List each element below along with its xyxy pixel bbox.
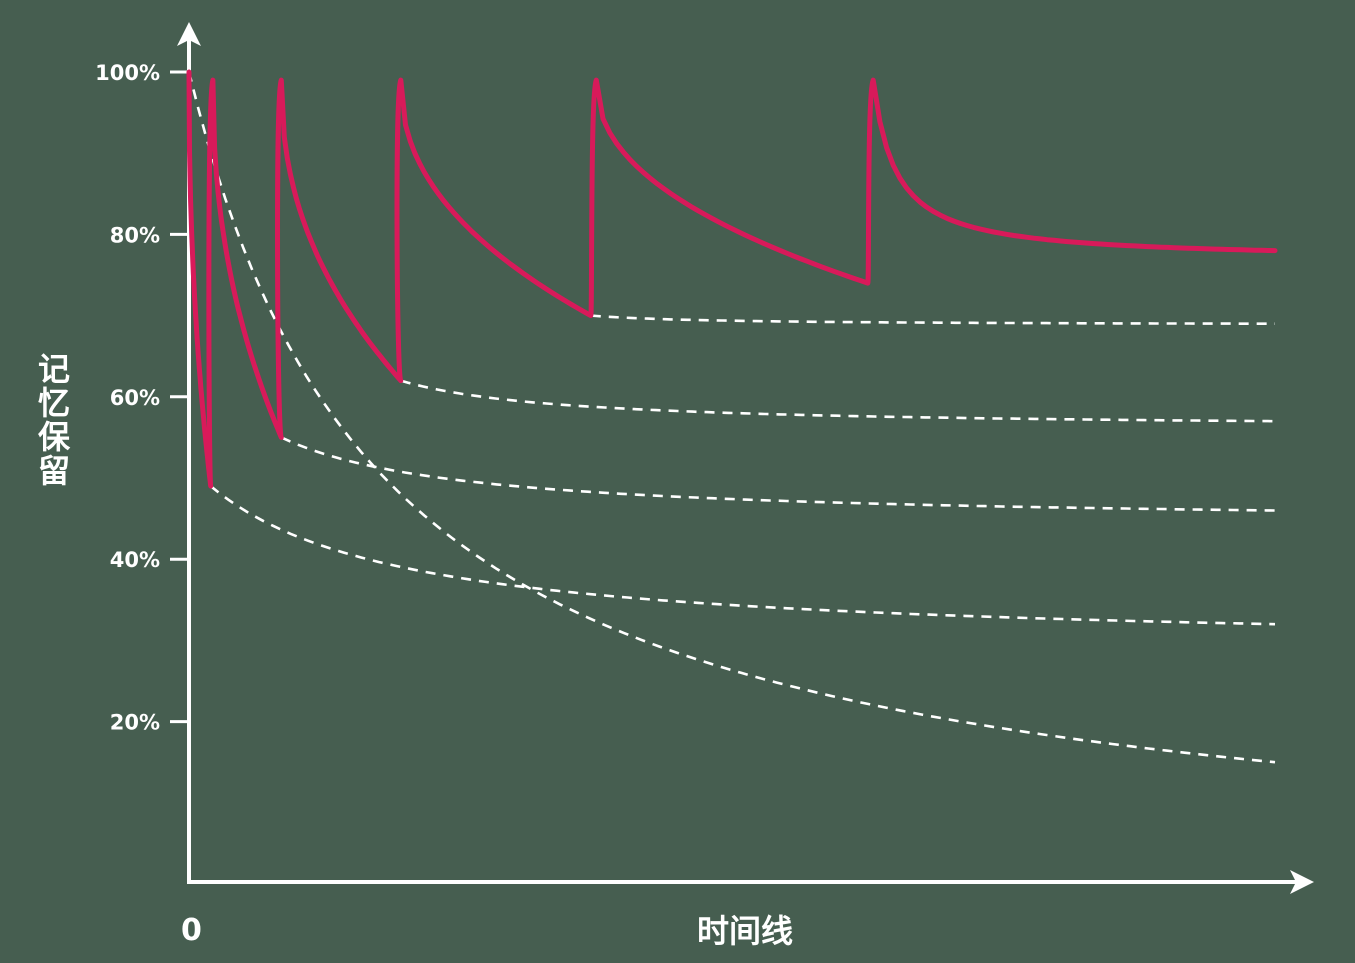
y-ticks: 100% 80% 60% 40% 20% — [95, 61, 189, 735]
y-tick-label: 40% — [110, 548, 160, 572]
axis-labels: 0 时间线 记忆保留 — [33, 352, 793, 950]
forgetting-curves — [187, 71, 1276, 764]
y-axis-title: 记忆保留 — [33, 352, 71, 488]
forgetting-curve — [400, 379, 1276, 423]
forgetting-curve — [187, 71, 1276, 764]
y-tick-label: 20% — [110, 711, 160, 735]
review-curve-group — [186, 69, 1278, 489]
x-tick-label-0: 0 — [181, 913, 202, 948]
x-axis-arrow — [1290, 870, 1314, 894]
y-axis-arrow — [177, 22, 201, 46]
review-curve — [186, 69, 1278, 489]
forgetting-curve — [590, 314, 1275, 325]
y-tick-label: 100% — [95, 61, 160, 85]
x-axis-title: 时间线 — [697, 912, 793, 950]
forgetting-curve — [280, 436, 1276, 512]
forgetting-curve — [209, 485, 1276, 626]
axes — [177, 22, 1314, 894]
y-tick-label: 60% — [110, 386, 160, 410]
y-tick-label: 80% — [110, 223, 160, 247]
